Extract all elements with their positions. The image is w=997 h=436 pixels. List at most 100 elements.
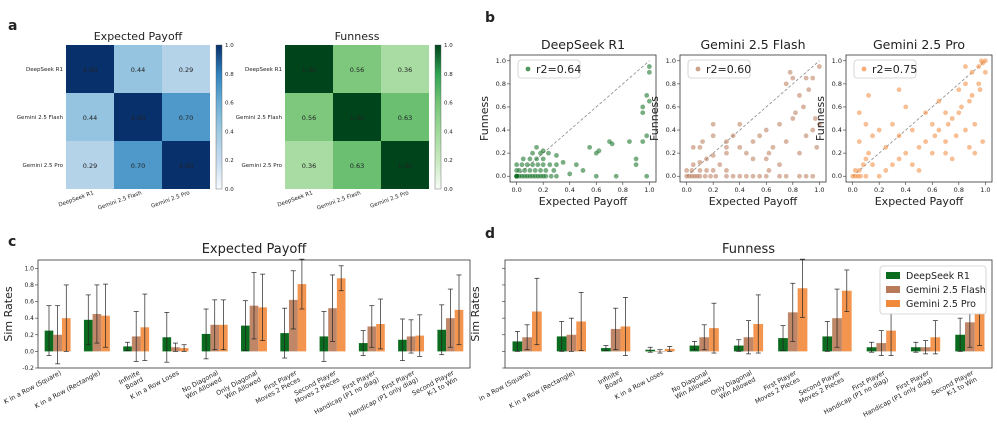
- heatmap-cell-label: 0.70: [179, 114, 193, 122]
- scatter-point: [514, 162, 520, 168]
- x-category-label: K in a Row Loses: [613, 368, 665, 401]
- scatter-point: [750, 173, 756, 179]
- heatmap-title: Funness: [335, 30, 380, 43]
- scatter-point: [640, 104, 646, 110]
- colorbar-tick-label: 0.4: [225, 129, 234, 135]
- heatmap-row-label: Gemini 2.5 Pro: [22, 163, 63, 169]
- colorbar: [215, 44, 223, 190]
- y-axis-label: Funness: [478, 96, 491, 141]
- heatmap-cell: [162, 93, 210, 141]
- scatter-point: [587, 144, 593, 150]
- scatter-flash: Gemini 2.5 Flash 0.0 0.0 0.2 0.2 0.4 0.4 0.6 0.6…: [648, 37, 827, 208]
- heatmap-expected-payoff: Expected Payoff 1.00 0.44 0.29 0.44 1.00 0.70 0…: [17, 30, 234, 212]
- scatter-point: [816, 121, 822, 127]
- scatter-point: [810, 173, 816, 179]
- x-tick-label: 0.0: [681, 186, 691, 194]
- scatter-point: [793, 110, 798, 116]
- scatter-point: [863, 173, 869, 179]
- colorbar-tick-label: 0.6: [225, 101, 234, 107]
- colorbar-tick-label: 0.2: [225, 158, 234, 164]
- y-axis-label: Funness: [814, 96, 827, 141]
- scatter-point: [704, 168, 709, 173]
- x-category-label: Second PlayerK-1 to Win: [930, 369, 978, 405]
- scatter-point: [977, 87, 983, 93]
- scatter-point: [863, 121, 869, 127]
- scatter-point: [580, 168, 586, 173]
- legend-label: Gemini 2.5 Pro: [906, 299, 976, 310]
- heatmap-cell-label: 1.00: [179, 162, 193, 170]
- x-category-label: K in a Row (Rectangle): [33, 369, 102, 411]
- scatter-point: [945, 121, 951, 127]
- x-tick-label: 0.0: [511, 186, 521, 194]
- scatter-point: [943, 150, 948, 156]
- legend-box: [853, 59, 917, 79]
- scatter-point: [644, 173, 650, 179]
- scatter-point: [596, 148, 602, 154]
- scatter-point: [644, 133, 650, 139]
- colorbar: [434, 44, 442, 190]
- scatter-point: [896, 87, 902, 93]
- heatmap-cell: [333, 45, 381, 93]
- scatter-point: [863, 156, 869, 162]
- scatter-point: [801, 104, 806, 110]
- scatter-point: [770, 144, 776, 150]
- scatter-point: [554, 162, 559, 168]
- scatter-point: [790, 116, 796, 121]
- bar-chart-title: Funness: [722, 242, 775, 257]
- scatter-point: [627, 139, 632, 144]
- scatter-point: [932, 133, 938, 139]
- scatter-point: [967, 98, 972, 104]
- scatter-point: [750, 139, 756, 144]
- panel-letter-c: c: [8, 234, 16, 250]
- scatter-title: DeepSeek R1: [541, 37, 625, 52]
- scatter-point: [708, 173, 713, 179]
- scatter-point: [560, 159, 566, 165]
- scatter-point: [724, 139, 729, 144]
- panel-letter-b: b: [485, 10, 495, 26]
- y-tick-label: 0.6: [666, 103, 676, 111]
- heatmap-cell-label: 0.44: [131, 66, 145, 74]
- legend-box: [879, 265, 987, 315]
- scatter-point: [522, 168, 527, 173]
- scatter-point: [797, 93, 802, 98]
- scatter-point: [883, 168, 889, 173]
- scatter-point: [856, 110, 862, 116]
- y-tick-label: 0.4: [832, 126, 842, 134]
- heatmap-col-label: Gemini 2.5 Pro: [370, 190, 411, 210]
- colorbar-tick-label: 0.8: [444, 72, 453, 78]
- scatter-point: [923, 139, 929, 144]
- x-tick-label: 0.8: [954, 186, 964, 194]
- scatter-point: [876, 127, 882, 133]
- scatter-point: [538, 168, 543, 173]
- heatmap-funness: Funness 1.00 0.56 0.36 0.56 1.00 0.63 0.36 0.63 1…: [236, 30, 453, 212]
- heatmap-cell: [333, 141, 381, 189]
- scatter-point: [520, 156, 526, 162]
- heatmap-row-label: Gemini 2.5 Pro: [241, 163, 282, 169]
- heatmap-cell-label: 0.29: [83, 162, 97, 170]
- bar: [841, 290, 852, 352]
- scatter-point: [763, 173, 769, 179]
- scatter-point: [936, 127, 942, 133]
- heatmap-col-label: Gemini 2.5 Flash: [97, 190, 143, 212]
- y-tick-label: 0.8: [832, 80, 842, 88]
- y-axis-label: Sim Rates: [2, 286, 15, 341]
- y-axis-label: Funness: [648, 96, 661, 141]
- legend-label: DeepSeek R1: [906, 271, 970, 282]
- scatter-point: [737, 144, 743, 150]
- x-tick-label: 0.4: [735, 186, 745, 194]
- scatter-point: [803, 133, 809, 139]
- x-category-label-line: K in a Row (Rectangle): [33, 369, 102, 411]
- colorbar-tick-label: 0.0: [225, 187, 234, 193]
- x-tick-label: 0.8: [618, 186, 628, 194]
- scatter-point: [713, 173, 719, 179]
- x-axis-label: Expected Payoff: [709, 195, 798, 208]
- scatter-point: [527, 168, 533, 173]
- scatter-point: [710, 168, 716, 173]
- heatmap-col-label: DeepSeek R1: [277, 190, 314, 208]
- heatmap-row-label: Gemini 2.5 Flash: [236, 115, 283, 121]
- heatmap-cell-label: 0.63: [350, 162, 364, 170]
- legend-label: r2=0.64: [536, 63, 581, 76]
- y-tick-label: 0.2: [24, 332, 34, 339]
- x-tick-label: 0.6: [761, 186, 771, 194]
